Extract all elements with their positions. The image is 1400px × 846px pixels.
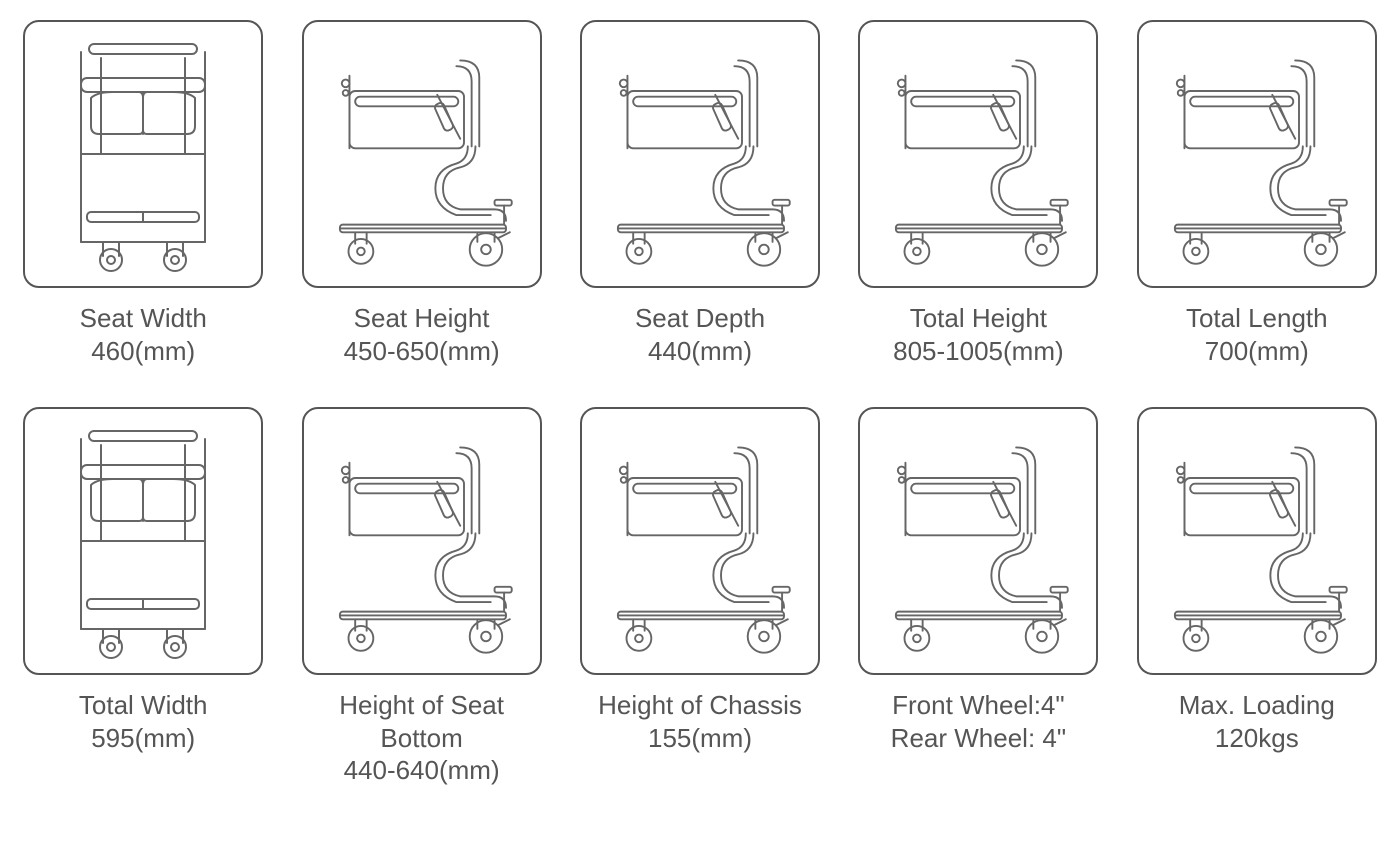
spec-cell: Front Wheel:4" Rear Wheel: 4" [853,407,1103,787]
spec-value: 440-640(mm) [344,755,500,785]
spec-caption: Seat Width 460(mm) [80,302,207,367]
diagram-panel-side [580,20,820,288]
spec-value: 460(mm) [91,336,195,366]
spec-value: 155(mm) [648,723,752,753]
chair-side-icon [873,34,1083,274]
spec-cell: Seat Depth 440(mm) [575,20,825,367]
chair-side-icon [1152,34,1362,274]
spec-caption: Total Width 595(mm) [79,689,208,754]
spec-caption: Total Length 700(mm) [1186,302,1328,367]
diagram-panel-side [1137,20,1377,288]
spec-label: Front Wheel:4" [892,690,1065,720]
diagram-panel-side [1137,407,1377,675]
spec-grid: Seat Width 460(mm) Seat Height 450-650(m… [18,20,1382,787]
spec-value: 440(mm) [648,336,752,366]
spec-label: Total Width [79,690,208,720]
diagram-panel-side [858,407,1098,675]
spec-caption: Seat Height 450-650(mm) [344,302,500,367]
spec-caption: Height of Chassis 155(mm) [598,689,802,754]
diagram-panel-front [23,20,263,288]
diagram-panel-side [302,20,542,288]
spec-caption: Seat Depth 440(mm) [635,302,765,367]
spec-label: Seat Depth [635,303,765,333]
diagram-panel-side [580,407,820,675]
spec-cell: Total Width 595(mm) [18,407,268,787]
spec-label: Total Length [1186,303,1328,333]
spec-cell: Max. Loading 120kgs [1132,407,1382,787]
spec-label: Max. Loading [1179,690,1335,720]
spec-cell: Seat Width 460(mm) [18,20,268,367]
spec-cell: Height of Seat Bottom 440-640(mm) [296,407,546,787]
spec-value: 120kgs [1215,723,1299,753]
chair-side-icon [595,34,805,274]
diagram-panel-side [302,407,542,675]
chair-side-icon [595,421,805,661]
spec-caption: Front Wheel:4" Rear Wheel: 4" [891,689,1066,754]
spec-caption: Max. Loading 120kgs [1179,689,1335,754]
spec-label: Total Height [910,303,1047,333]
spec-cell: Total Height 805-1005(mm) [853,20,1103,367]
chair-side-icon [317,34,527,274]
spec-caption: Total Height 805-1005(mm) [893,302,1064,367]
diagram-panel-side [858,20,1098,288]
spec-value: Rear Wheel: 4" [891,723,1066,753]
spec-value: 450-650(mm) [344,336,500,366]
spec-value: 805-1005(mm) [893,336,1064,366]
spec-value: 700(mm) [1205,336,1309,366]
chair-front-icon [43,34,243,274]
spec-value: 595(mm) [91,723,195,753]
diagram-panel-front [23,407,263,675]
chair-side-icon [1152,421,1362,661]
chair-side-icon [317,421,527,661]
spec-cell: Height of Chassis 155(mm) [575,407,825,787]
chair-side-icon [873,421,1083,661]
spec-caption: Height of Seat Bottom 440-640(mm) [296,689,546,787]
spec-cell: Total Length 700(mm) [1132,20,1382,367]
spec-label: Seat Width [80,303,207,333]
spec-label: Seat Height [354,303,490,333]
spec-label: Height of Seat Bottom [339,690,504,753]
chair-front-icon [43,421,243,661]
spec-cell: Seat Height 450-650(mm) [296,20,546,367]
spec-label: Height of Chassis [598,690,802,720]
